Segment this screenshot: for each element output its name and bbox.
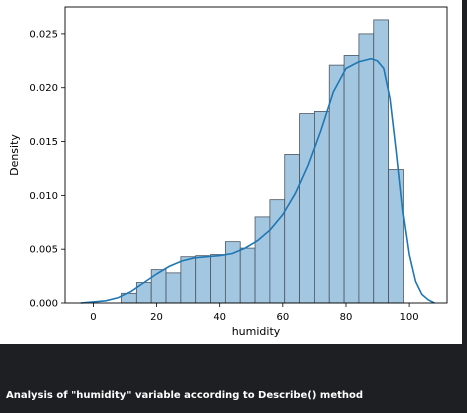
histogram-bar — [210, 254, 226, 304]
x-tick-label: 100 — [400, 312, 419, 323]
histogram-bar — [150, 269, 167, 304]
y-tick-label: 0.025 — [29, 29, 58, 40]
histogram-bar — [343, 55, 360, 304]
y-tick-label: 0.015 — [29, 137, 58, 148]
histogram-chart: 0 20 40 60 80 100 0.0000.0050.0100.0150.0200.… — [8, 6, 448, 338]
histogram-bar — [239, 247, 256, 304]
y-axis-label: Density — [8, 134, 21, 176]
histogram-bar — [373, 19, 389, 304]
chart-figure: 0 20 40 60 80 100 0.000 0.005 0.010 0.015 0.020 0.… — [0, 0, 462, 344]
histogram-bar — [180, 256, 197, 304]
y-axis-ticks: 0.000 0.005 0.010 0.015 0.020 0.025 — [29, 29, 65, 310]
y-tick-label: 0.010 — [29, 191, 58, 202]
axes-frame — [64, 6, 448, 304]
histogram-bar — [195, 255, 211, 304]
y-tick-label: 0.020 — [29, 83, 58, 94]
x-tick-label: 0 — [90, 312, 96, 323]
histogram-bars — [121, 19, 404, 304]
histogram-bar — [284, 154, 300, 304]
histogram-bar — [358, 33, 375, 304]
x-axis-label: humidity — [232, 325, 281, 338]
x-tick-label: 20 — [150, 312, 163, 323]
kde-curve — [80, 57, 435, 304]
histogram-bar — [299, 113, 315, 304]
x-tick-label: 40 — [213, 312, 226, 323]
caption-text: Analysis of "humidity" variable accordin… — [6, 390, 364, 401]
histogram-bar — [165, 272, 182, 304]
x-tick-label: 60 — [276, 312, 289, 323]
histogram-bar — [254, 216, 271, 304]
footer-bar — [0, 344, 467, 413]
x-tick-label: 80 — [340, 312, 353, 323]
y-tick-label: 0.000 — [29, 299, 58, 310]
histogram-bar — [328, 64, 345, 304]
y-tick-label: 0.005 — [29, 245, 58, 256]
x-axis-ticks: 0 20 40 60 80 100 — [90, 303, 419, 323]
